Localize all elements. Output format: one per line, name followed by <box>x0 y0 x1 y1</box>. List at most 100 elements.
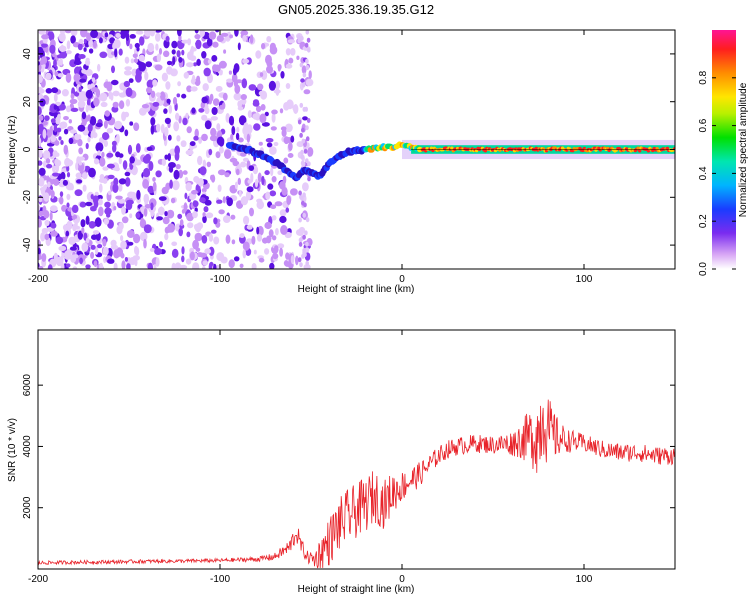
heatmap-cell <box>304 42 309 48</box>
heatmap-cell <box>40 43 48 48</box>
spectrogram-x-ticks: -200 -100 0 100 <box>28 30 593 285</box>
heatmap-cell <box>53 124 58 133</box>
heatmap-cell <box>303 89 311 95</box>
heatmap-cell <box>75 162 79 171</box>
heatmap-cell <box>104 32 109 38</box>
heatmap-cell <box>240 196 249 206</box>
heatmap-cell <box>242 35 247 42</box>
heatmap-cell <box>178 227 183 237</box>
heatmap-cell <box>171 40 178 49</box>
heatmap-cell <box>179 264 188 269</box>
y-tick-label: -20 <box>22 190 33 205</box>
heatmap-cell <box>114 120 123 130</box>
heatmap-cell <box>58 196 64 205</box>
snr-y-ticks: 2000 4000 6000 <box>22 374 675 519</box>
heatmap-cell <box>298 217 302 223</box>
heatmap-cell <box>201 114 208 121</box>
heatmap-cell <box>243 215 250 225</box>
heatmap-cell <box>201 235 208 244</box>
heatmap-cell <box>87 84 92 90</box>
heatmap-cell <box>271 176 277 183</box>
heatmap-cell <box>233 92 242 101</box>
heatmap-cell <box>277 243 285 249</box>
heatmap-cell <box>170 197 176 204</box>
heatmap-cell <box>43 150 51 160</box>
heatmap-cell <box>205 212 214 219</box>
heatmap-cell <box>301 82 306 88</box>
heatmap-cell <box>89 116 97 126</box>
heatmap-cell <box>123 70 132 76</box>
heatmap-cell <box>215 30 220 33</box>
heatmap-cell <box>208 148 213 156</box>
heatmap-cell <box>202 265 206 269</box>
heatmap-cell <box>136 189 141 200</box>
heatmap-cell <box>288 57 294 64</box>
heatmap-cell <box>83 47 87 52</box>
colorbar-tick-label: 0.2 <box>698 214 709 228</box>
heatmap-cell <box>115 151 121 158</box>
heatmap-cell <box>70 93 75 100</box>
heatmap-cell <box>165 81 171 90</box>
heatmap-cell <box>240 94 247 100</box>
heatmap-cell <box>298 190 302 196</box>
heatmap-cell <box>182 170 188 175</box>
heatmap-cell <box>39 98 46 107</box>
heatmap-cell <box>77 138 83 147</box>
snr-y-label: SNR (10 * v/v) <box>7 418 18 482</box>
heatmap-cell <box>43 160 47 168</box>
heatmap-cell <box>204 248 212 255</box>
heatmap-cell <box>106 152 114 158</box>
heatmap-cell <box>99 183 103 193</box>
heatmap-cell <box>173 121 180 132</box>
heatmap-cell <box>181 39 189 44</box>
heatmap-cell <box>70 35 76 44</box>
heatmap-cell <box>65 105 71 113</box>
heatmap-cell <box>150 117 156 126</box>
heatmap-cell <box>117 198 126 204</box>
heatmap-cell <box>261 122 270 127</box>
heatmap-cell <box>103 81 111 89</box>
heatmap-cell <box>50 190 55 198</box>
heatmap-cell <box>91 77 96 82</box>
heatmap-cell <box>173 169 180 180</box>
heatmap-cell <box>160 123 165 134</box>
heatmap-cell <box>251 263 257 269</box>
heatmap-cell <box>269 190 277 197</box>
heatmap-cell <box>47 264 53 269</box>
heatmap-cell <box>87 114 91 122</box>
heatmap-cell <box>222 215 231 224</box>
heatmap-cell <box>118 48 123 56</box>
heatmap-cell <box>92 195 99 204</box>
heatmap-cell <box>99 262 104 269</box>
heatmap-cell <box>87 123 93 132</box>
heatmap-cell <box>164 126 169 137</box>
heatmap-cell <box>85 237 90 244</box>
heatmap-cell <box>300 78 305 83</box>
heatmap-cell <box>238 189 242 197</box>
heatmap-cell <box>259 72 264 77</box>
heatmap-cell <box>287 153 294 158</box>
heatmap-cell <box>181 255 185 263</box>
heatmap-cell <box>55 236 64 245</box>
y-tick-label: 20 <box>22 96 33 108</box>
heatmap-cell <box>115 195 123 200</box>
heatmap-cell <box>288 142 293 151</box>
heatmap-cell <box>290 135 295 143</box>
heatmap-cell <box>125 87 133 97</box>
y-tick-label: -40 <box>22 237 33 252</box>
heatmap-cell <box>194 30 199 34</box>
heatmap-cell <box>99 157 106 167</box>
heatmap-cell <box>150 30 156 34</box>
heatmap-cell <box>181 246 185 255</box>
heatmap-cell <box>237 177 241 185</box>
heatmap-cell <box>118 92 126 98</box>
heatmap-cell <box>104 110 111 117</box>
heatmap-cell <box>38 55 41 61</box>
heatmap-cell <box>78 147 84 155</box>
heatmap-cell <box>307 176 311 182</box>
heatmap-cell <box>216 123 221 131</box>
heatmap-cell <box>193 135 199 141</box>
heatmap-cell <box>107 174 115 180</box>
heatmap-cell <box>152 181 157 192</box>
figure-title: GN05.2025.336.19.35.G12 <box>278 2 434 17</box>
